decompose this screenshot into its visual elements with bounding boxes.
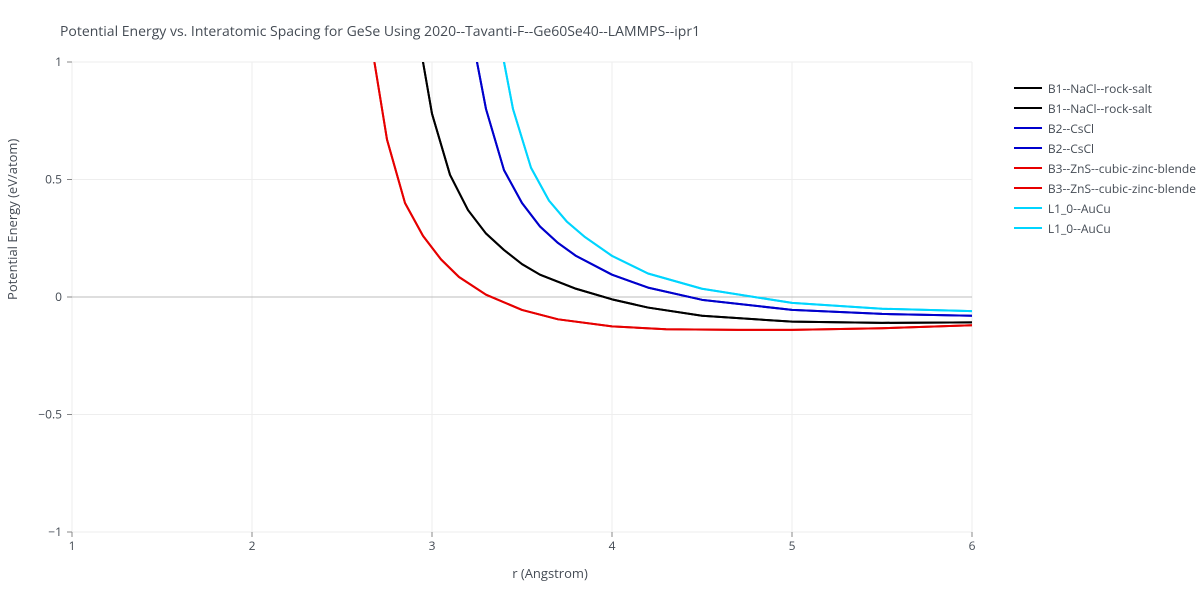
legend-swatch: [1014, 127, 1042, 129]
x-tick-label: 1: [69, 537, 76, 554]
y-tick-label: 0: [55, 288, 62, 305]
series-line[interactable]: [374, 62, 972, 330]
legend-swatch: [1014, 147, 1042, 149]
legend-label: B1--NaCl--rock-salt: [1048, 100, 1152, 117]
legend-label: L1_0--AuCu: [1048, 200, 1111, 217]
x-tick-label: 2: [249, 537, 256, 554]
series-line[interactable]: [423, 62, 972, 323]
legend-label: L1_0--AuCu: [1048, 220, 1111, 237]
x-tick-label: 3: [429, 537, 436, 554]
chart-container: Potential Energy vs. Interatomic Spacing…: [0, 0, 1200, 600]
legend-label: B3--ZnS--cubic-zinc-blende: [1048, 180, 1196, 197]
series-line[interactable]: [423, 62, 972, 323]
legend-item[interactable]: B2--CsCl: [1014, 138, 1196, 158]
legend-label: B2--CsCl: [1048, 140, 1094, 157]
y-tick-label: −1: [48, 523, 62, 540]
y-tick-label: 0.5: [45, 171, 62, 188]
series-line[interactable]: [477, 62, 972, 316]
legend-item[interactable]: L1_0--AuCu: [1014, 198, 1196, 218]
legend-label: B1--NaCl--rock-salt: [1048, 80, 1152, 97]
x-tick-label: 5: [789, 537, 796, 554]
y-tick-label: 1: [55, 53, 62, 70]
legend-item[interactable]: B1--NaCl--rock-salt: [1014, 98, 1196, 118]
legend-label: B3--ZnS--cubic-zinc-blende: [1048, 160, 1196, 177]
x-tick-label: 4: [609, 537, 616, 554]
legend-item[interactable]: B3--ZnS--cubic-zinc-blende: [1014, 178, 1196, 198]
legend-item[interactable]: B3--ZnS--cubic-zinc-blende: [1014, 158, 1196, 178]
legend-swatch: [1014, 227, 1042, 229]
series-line[interactable]: [504, 62, 972, 311]
series-line[interactable]: [477, 62, 972, 316]
legend-swatch: [1014, 87, 1042, 89]
legend-swatch: [1014, 207, 1042, 209]
legend-item[interactable]: B1--NaCl--rock-salt: [1014, 78, 1196, 98]
legend-swatch: [1014, 107, 1042, 109]
series-line[interactable]: [374, 62, 972, 330]
series-line[interactable]: [504, 62, 972, 311]
legend-item[interactable]: B2--CsCl: [1014, 118, 1196, 138]
legend: B1--NaCl--rock-salt B1--NaCl--rock-salt B2…: [1014, 78, 1196, 238]
legend-swatch: [1014, 187, 1042, 189]
y-tick-label: −0.5: [38, 406, 62, 423]
legend-label: B2--CsCl: [1048, 120, 1094, 137]
legend-swatch: [1014, 167, 1042, 169]
legend-item[interactable]: L1_0--AuCu: [1014, 218, 1196, 238]
x-tick-label: 6: [969, 537, 976, 554]
